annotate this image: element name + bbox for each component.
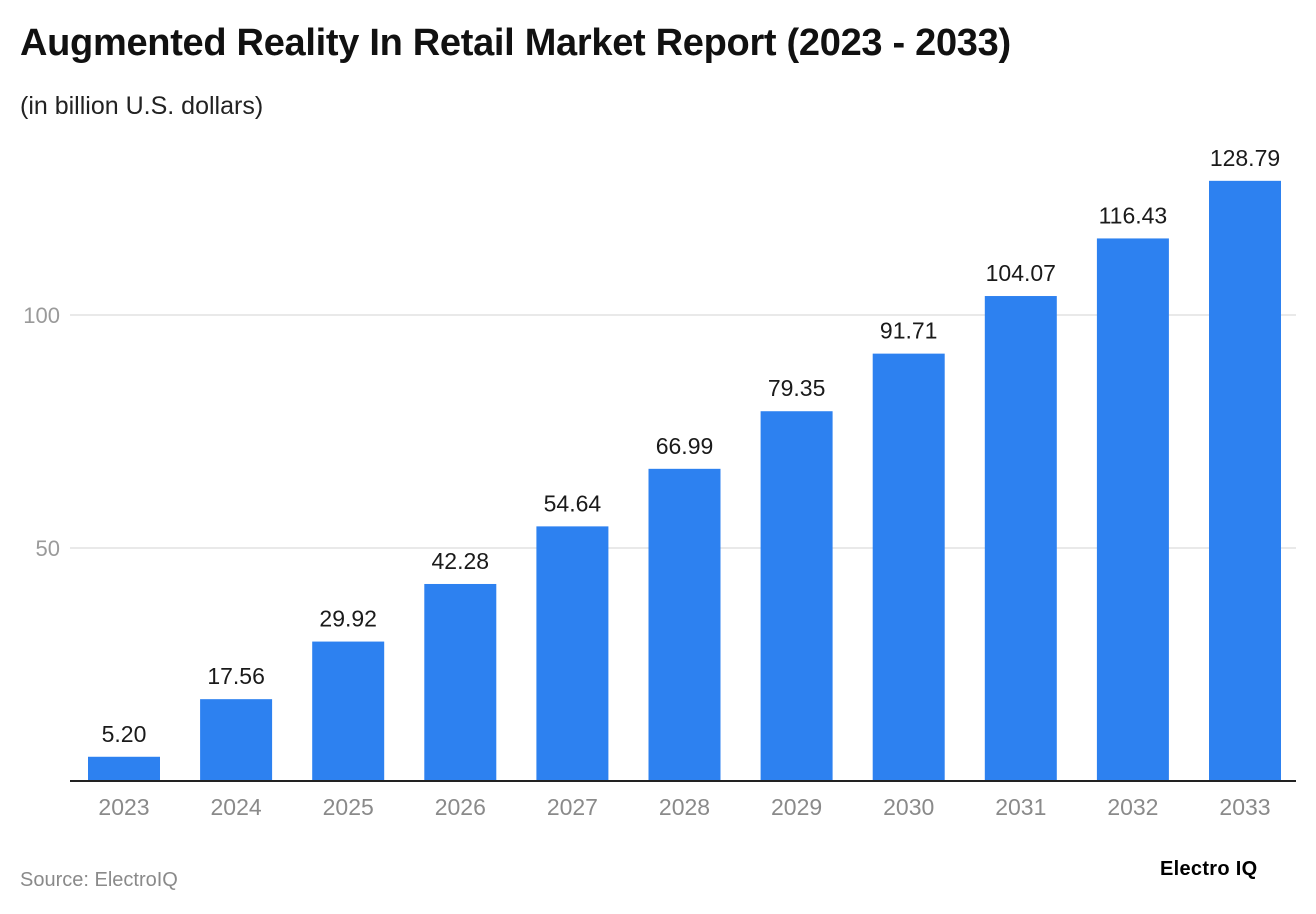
bar <box>312 641 385 781</box>
source-note: Source: ElectroIQ <box>20 869 178 891</box>
y-tick-label: 100 <box>23 303 60 328</box>
x-tick-label: 2031 <box>995 794 1046 820</box>
chart-title: Augmented Reality In Retail Market Repor… <box>20 22 1011 64</box>
x-tick-label: 2027 <box>547 794 598 820</box>
bar <box>536 526 609 781</box>
x-tick-label: 2028 <box>659 794 710 820</box>
y-tick-label: 50 <box>36 536 60 561</box>
x-tick-label: 2030 <box>883 794 934 820</box>
bar <box>88 756 160 781</box>
data-label: 54.64 <box>544 490 602 516</box>
data-label: 104.07 <box>986 260 1056 286</box>
bar <box>200 699 273 781</box>
bar <box>424 583 497 781</box>
data-label: 79.35 <box>768 375 826 401</box>
data-label: 5.20 <box>102 721 147 747</box>
x-tick-label: 2026 <box>435 794 486 820</box>
x-tick-label: 2032 <box>1107 794 1158 820</box>
data-label: 66.99 <box>656 433 714 459</box>
data-label: 128.79 <box>1210 145 1280 171</box>
data-label: 116.43 <box>1099 202 1168 228</box>
x-tick-label: 2029 <box>771 794 822 820</box>
bar <box>760 411 833 781</box>
bar <box>1096 238 1169 781</box>
chart-subtitle: (in billion U.S. dollars) <box>20 92 264 120</box>
x-tick-label: 2023 <box>98 794 149 820</box>
bar <box>1209 180 1281 781</box>
x-tick-label: 2024 <box>211 794 262 820</box>
data-label: 17.56 <box>207 663 265 689</box>
data-label: 91.71 <box>880 318 938 344</box>
bar <box>984 296 1057 781</box>
data-label: 29.92 <box>319 606 377 632</box>
data-label: 42.28 <box>432 548 490 574</box>
bar <box>872 353 945 781</box>
bar <box>648 468 721 781</box>
x-tick-label: 2033 <box>1219 794 1270 820</box>
x-tick-label: 2025 <box>323 794 374 820</box>
brand-logo: Electro IQ <box>1160 858 1258 880</box>
